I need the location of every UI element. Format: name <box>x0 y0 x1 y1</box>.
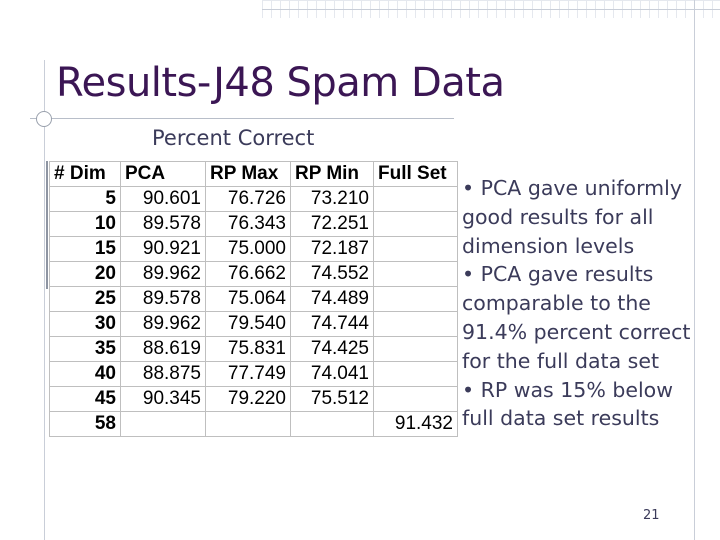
cell-rp-min: 74.041 <box>290 361 374 387</box>
cell-dim: 35 <box>49 336 121 362</box>
cell-dim: 40 <box>49 361 121 387</box>
cell-rp-max: 76.662 <box>205 261 291 287</box>
table-row: 30 89.962 79.540 74.744 <box>49 311 458 337</box>
bullet-line: • PCA gave uniformly <box>462 176 682 200</box>
cell-pca <box>120 411 206 437</box>
header-rp-min: RP Min <box>290 161 374 187</box>
cell-full-set <box>373 236 458 262</box>
cell-rp-max: 79.540 <box>205 311 291 337</box>
table-row: 10 89.578 76.343 72.251 <box>49 211 458 237</box>
header-dim: # Dim <box>49 161 121 187</box>
cell-rp-max: 75.000 <box>205 236 291 262</box>
header-pca: PCA <box>120 161 206 187</box>
cell-dim: 25 <box>49 286 121 312</box>
cell-dim: 15 <box>49 236 121 262</box>
cell-rp-max: 77.749 <box>205 361 291 387</box>
cell-rp-max: 76.726 <box>205 186 291 212</box>
cell-rp-max: 79.220 <box>205 386 291 412</box>
cell-pca: 89.578 <box>120 286 206 312</box>
cell-full-set <box>373 186 458 212</box>
cell-rp-min: 72.187 <box>290 236 374 262</box>
slide-title: Results-J48 Spam Data <box>56 60 505 106</box>
table-caption: Percent Correct <box>152 126 315 150</box>
cell-dim: 20 <box>49 261 121 287</box>
cell-full-set <box>373 311 458 337</box>
bullet-list: • PCA gave uniformly good results for al… <box>462 174 712 433</box>
table-header-row: # Dim PCA RP Max RP Min Full Set <box>49 161 458 187</box>
cell-rp-max: 75.064 <box>205 286 291 312</box>
cell-rp-min: 74.552 <box>290 261 374 287</box>
cell-rp-max <box>205 411 291 437</box>
cell-rp-min: 72.251 <box>290 211 374 237</box>
table-row: 15 90.921 75.000 72.187 <box>49 236 458 262</box>
table-row: 5 90.601 76.726 73.210 <box>49 186 458 212</box>
cell-full-set <box>373 286 458 312</box>
right-rule <box>694 0 695 540</box>
table-row: 20 89.962 76.662 74.552 <box>49 261 458 287</box>
cell-rp-max: 76.343 <box>205 211 291 237</box>
header-full-set: Full Set <box>373 161 458 187</box>
results-table: # Dim PCA RP Max RP Min Full Set 5 90.60… <box>49 161 458 437</box>
bullet-line: dimension levels <box>462 233 635 258</box>
cell-pca: 89.962 <box>120 261 206 287</box>
cell-dim: 30 <box>49 311 121 337</box>
cell-full-set: 91.432 <box>373 411 458 437</box>
cell-rp-min: 75.512 <box>290 386 374 412</box>
cell-pca: 88.875 <box>120 361 206 387</box>
cell-dim: 5 <box>49 186 121 212</box>
cell-dim: 45 <box>49 386 121 412</box>
cell-pca: 90.345 <box>120 386 206 412</box>
table-accent-bar <box>46 161 48 289</box>
cell-dim: 58 <box>49 411 121 437</box>
table-row: 45 90.345 79.220 75.512 <box>49 386 458 412</box>
left-rule <box>44 60 45 540</box>
cell-rp-min <box>290 411 374 437</box>
cell-full-set <box>373 386 458 412</box>
table-row: 25 89.578 75.064 74.489 <box>49 286 458 312</box>
bullet-line: • RP was 15% below <box>462 377 673 402</box>
bullet-line: • PCA gave results <box>462 262 654 287</box>
title-rule <box>30 118 454 119</box>
cell-rp-min: 74.489 <box>290 286 374 312</box>
cell-full-set <box>373 336 458 362</box>
top-rule <box>262 9 720 10</box>
page-number: 21 <box>643 508 660 523</box>
cell-dim: 10 <box>49 211 121 237</box>
cell-pca: 89.962 <box>120 311 206 337</box>
header-rp-max: RP Max <box>205 161 291 187</box>
cell-rp-min: 74.425 <box>290 336 374 362</box>
table-row: 35 88.619 75.831 74.425 <box>49 336 458 362</box>
bullet-line: good results for all <box>462 204 654 229</box>
bullet-line: for the full data set <box>462 348 660 373</box>
cell-rp-max: 75.831 <box>205 336 291 362</box>
table-row: 58 91.432 <box>49 411 458 437</box>
title-circle-ornament <box>36 111 52 127</box>
cell-pca: 90.921 <box>120 236 206 262</box>
bullet-line: full data set results <box>462 406 660 431</box>
table-row: 40 88.875 77.749 74.041 <box>49 361 458 387</box>
cell-rp-min: 74.744 <box>290 311 374 337</box>
cell-full-set <box>373 361 458 387</box>
cell-full-set <box>373 211 458 237</box>
cell-pca: 90.601 <box>120 186 206 212</box>
bullet-line: comparable to the <box>462 291 651 316</box>
cell-pca: 89.578 <box>120 211 206 237</box>
cell-rp-min: 73.210 <box>290 186 374 212</box>
bullet-line: 91.4% percent correct <box>462 319 691 344</box>
cell-pca: 88.619 <box>120 336 206 362</box>
cell-full-set <box>373 261 458 287</box>
